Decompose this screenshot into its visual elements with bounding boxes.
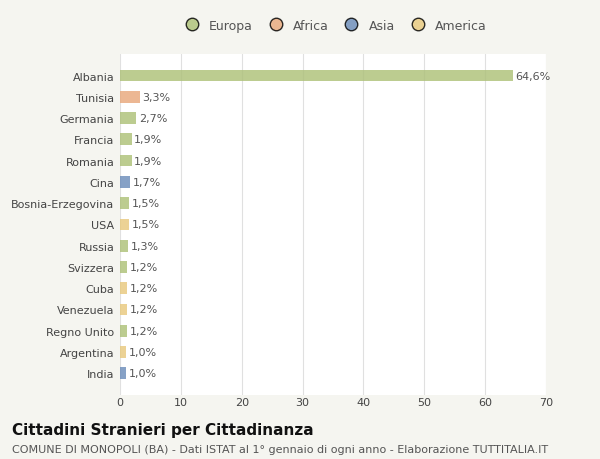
Bar [120, 283, 127, 294]
Bar [120, 134, 131, 146]
Text: 1,7%: 1,7% [133, 178, 161, 187]
Text: 1,9%: 1,9% [134, 156, 162, 166]
Bar [120, 325, 127, 337]
Bar [120, 304, 127, 316]
Bar [120, 219, 129, 231]
Text: 1,0%: 1,0% [128, 347, 157, 357]
Text: 64,6%: 64,6% [515, 71, 551, 81]
Text: 3,3%: 3,3% [143, 93, 170, 102]
Bar [120, 347, 126, 358]
Text: 1,2%: 1,2% [130, 263, 158, 272]
Bar [120, 262, 127, 273]
Text: 1,2%: 1,2% [130, 326, 158, 336]
Text: 1,2%: 1,2% [130, 305, 158, 315]
Text: 1,5%: 1,5% [131, 199, 160, 209]
Bar [120, 241, 128, 252]
Text: 2,7%: 2,7% [139, 114, 167, 124]
Legend: Europa, Africa, Asia, America: Europa, Africa, Asia, America [176, 17, 490, 35]
Bar [120, 177, 130, 188]
Bar [120, 198, 129, 209]
Text: 1,9%: 1,9% [134, 135, 162, 145]
Bar [120, 113, 136, 125]
Text: 1,3%: 1,3% [130, 241, 158, 251]
Bar [120, 368, 126, 379]
Text: Cittadini Stranieri per Cittadinanza: Cittadini Stranieri per Cittadinanza [12, 422, 314, 437]
Text: COMUNE DI MONOPOLI (BA) - Dati ISTAT al 1° gennaio di ogni anno - Elaborazione T: COMUNE DI MONOPOLI (BA) - Dati ISTAT al … [12, 444, 548, 454]
Text: 1,0%: 1,0% [128, 369, 157, 379]
Bar [120, 156, 131, 167]
Text: 1,2%: 1,2% [130, 284, 158, 294]
Text: 1,5%: 1,5% [131, 220, 160, 230]
Bar [120, 92, 140, 103]
Bar [120, 71, 513, 82]
